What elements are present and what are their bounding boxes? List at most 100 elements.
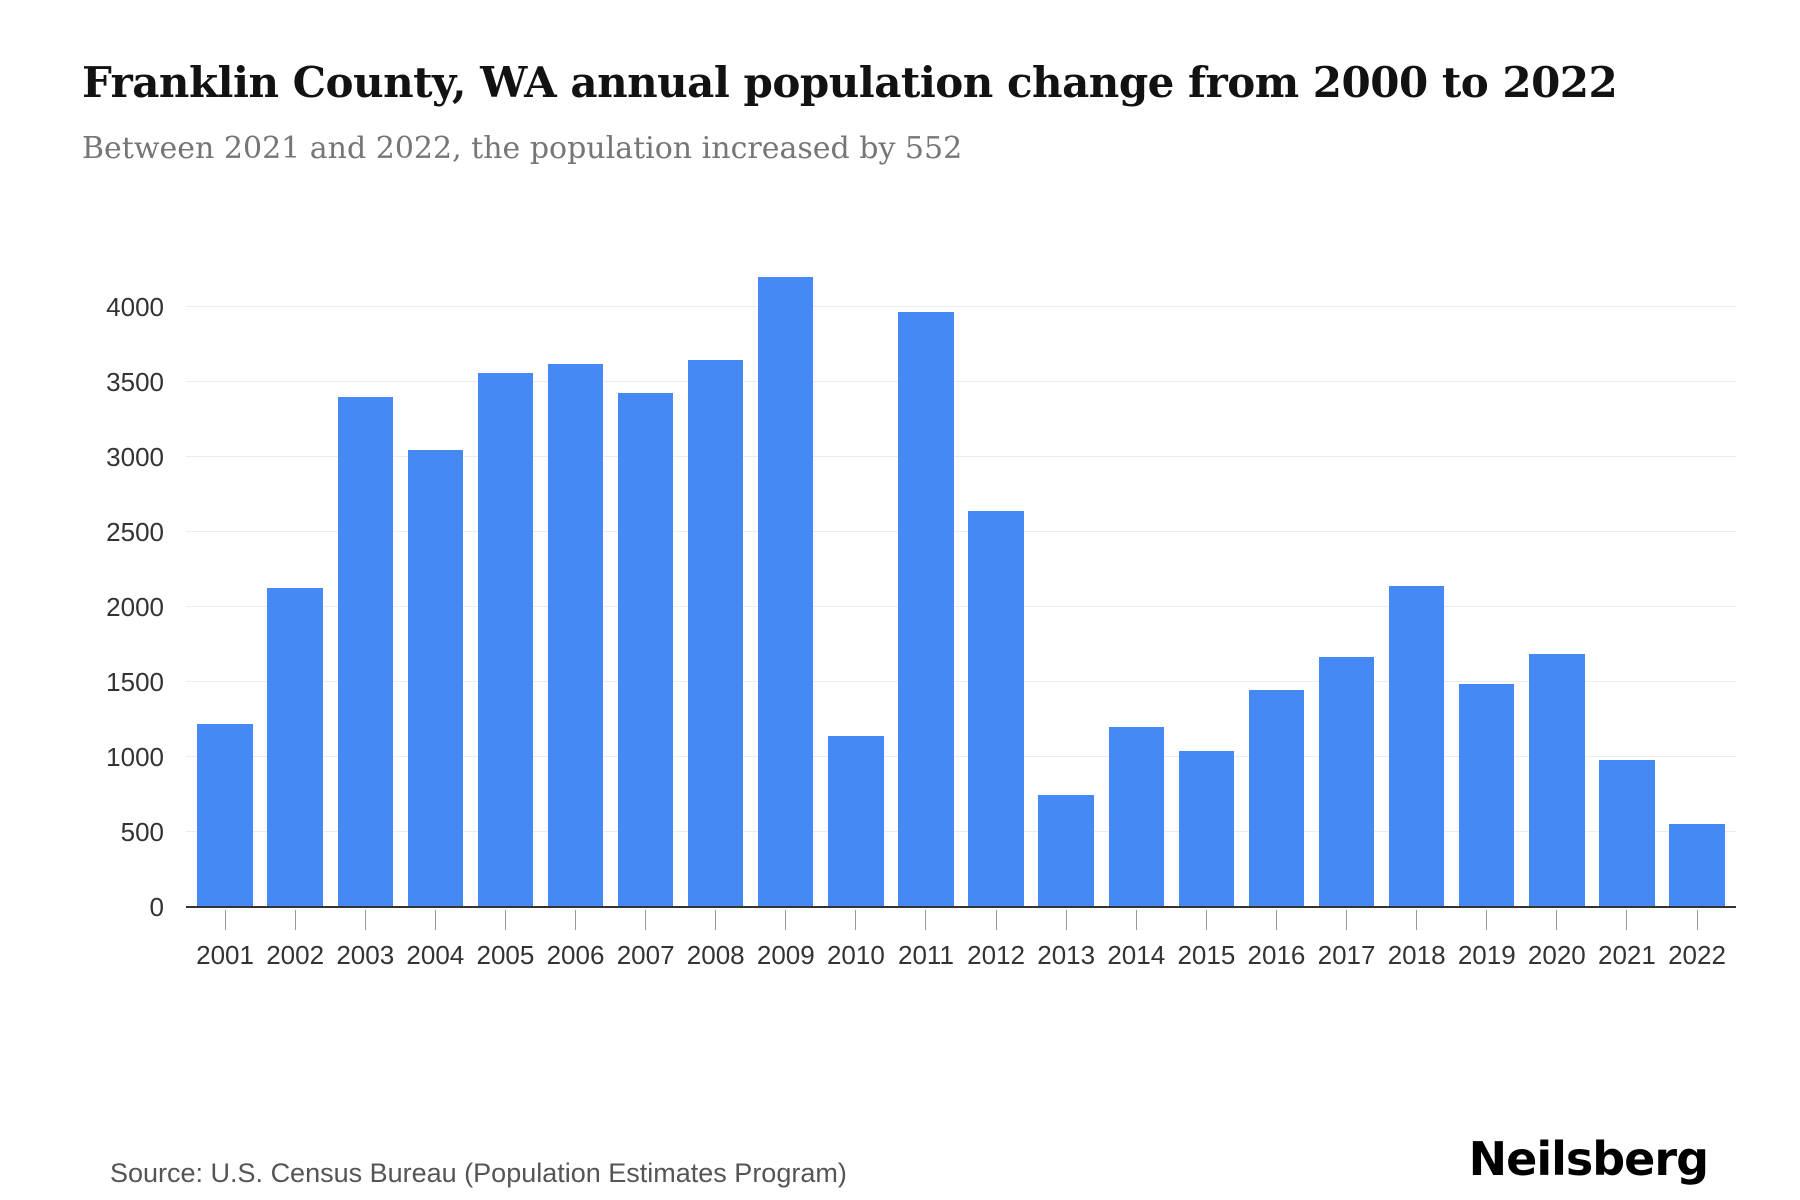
bar-2022 xyxy=(1669,824,1725,907)
x-axis-slot: 2019 xyxy=(1452,910,1522,971)
bar-2008 xyxy=(688,359,744,907)
x-axis-tick-label: 2012 xyxy=(967,940,1025,970)
bar-2013 xyxy=(1038,794,1094,907)
bar-2021 xyxy=(1599,760,1655,907)
gridline xyxy=(186,756,1736,757)
x-axis-tick-label: 2005 xyxy=(476,940,535,970)
gridline xyxy=(186,681,1736,682)
y-axis-tick-label: 1500 xyxy=(106,667,164,697)
chart-subtitle: Between 2021 and 2022, the population in… xyxy=(82,131,963,166)
bar-slot xyxy=(1592,262,1662,907)
x-axis: 2001 2002 2003 2004 2005 2006 2007 2008 2009 2010… xyxy=(186,910,1736,971)
x-axis-tick-label: 2015 xyxy=(1177,940,1236,970)
x-axis-tick xyxy=(1416,910,1418,930)
bar-slot xyxy=(330,262,400,907)
bar-slot xyxy=(400,262,470,907)
bar-2016 xyxy=(1248,689,1305,907)
x-axis-slot: 2022 xyxy=(1662,910,1732,971)
bar-2020 xyxy=(1529,653,1585,907)
bar-2015 xyxy=(1178,751,1235,907)
gridline xyxy=(186,606,1736,607)
x-axis-tick-label: 2020 xyxy=(1527,940,1586,970)
bar-slot xyxy=(821,262,891,907)
bar-2005 xyxy=(477,373,534,907)
bar-slot xyxy=(260,262,330,907)
y-axis-tick-label: 4000 xyxy=(106,292,164,322)
x-axis-tick xyxy=(715,910,717,930)
x-axis-slot: 2020 xyxy=(1522,910,1592,971)
bar-slot xyxy=(681,262,751,907)
bar-slot xyxy=(611,262,681,907)
x-axis-slot: 2011 xyxy=(891,910,961,971)
x-axis-slot: 2008 xyxy=(681,910,751,971)
x-axis-tick-label: 2011 xyxy=(898,940,954,970)
bar-slot xyxy=(540,262,610,907)
x-axis-tick xyxy=(1275,910,1277,930)
chart-title: Franklin County, WA annual population ch… xyxy=(82,58,1618,107)
x-axis-tick xyxy=(1346,910,1348,930)
x-axis-tick xyxy=(925,910,927,930)
x-axis-tick-label: 2022 xyxy=(1668,940,1726,970)
bar-2007 xyxy=(617,392,674,907)
x-axis-tick-label: 2004 xyxy=(406,940,465,970)
y-axis-tick-label: 0 xyxy=(149,892,164,922)
x-axis-tick xyxy=(224,910,226,930)
x-axis-tick-label: 2021 xyxy=(1598,940,1656,970)
x-axis-slot: 2018 xyxy=(1382,910,1452,971)
bar-slot xyxy=(190,262,260,907)
x-axis-tick xyxy=(1135,910,1137,930)
x-axis-tick xyxy=(1556,910,1558,930)
plot-area: 0 500 1000 1500 2000 2500 3000 3500 4000 xyxy=(106,262,1736,920)
source-note: Source: U.S. Census Bureau (Population E… xyxy=(110,1158,847,1188)
x-axis-slot: 2013 xyxy=(1031,910,1101,971)
x-axis-tick xyxy=(364,910,366,930)
y-axis-tick-label: 3000 xyxy=(106,442,164,472)
bar-2018 xyxy=(1388,586,1445,907)
x-axis-tick-label: 2016 xyxy=(1247,940,1306,970)
bar-slot xyxy=(470,262,540,907)
x-axis-slot: 2012 xyxy=(961,910,1031,971)
bar-slot xyxy=(1241,262,1311,907)
x-axis-tick-label: 2008 xyxy=(686,940,745,970)
bar-slot xyxy=(1031,262,1101,907)
bar-slot xyxy=(961,262,1031,907)
bar-slot xyxy=(1452,262,1522,907)
bar-slot xyxy=(1522,262,1592,907)
x-axis-slot: 2010 xyxy=(821,910,891,971)
bar-slot xyxy=(1101,262,1171,907)
bar-2004 xyxy=(407,449,463,907)
bars-layer xyxy=(186,262,1736,907)
x-axis-tick-label: 2010 xyxy=(826,940,885,970)
bar-slot xyxy=(1382,262,1452,907)
bar-2010 xyxy=(828,736,884,907)
y-axis-tick-label: 500 xyxy=(120,817,164,847)
x-axis-slot: 2001 xyxy=(190,910,260,971)
chart-header: Franklin County, WA annual population ch… xyxy=(82,58,1720,166)
x-axis-tick xyxy=(434,910,436,930)
x-axis-tick xyxy=(995,910,997,930)
x-axis-slot: 2006 xyxy=(540,910,610,971)
x-axis-slot: 2009 xyxy=(751,910,821,971)
x-axis-tick xyxy=(294,910,296,930)
x-axis-tick-label: 2013 xyxy=(1037,940,1096,970)
gridline xyxy=(186,306,1736,307)
bar-2002 xyxy=(267,587,323,907)
x-axis-tick-label: 2003 xyxy=(336,940,395,970)
x-axis-slot: 2002 xyxy=(260,910,330,971)
neilsberg-logo: Neilsberg xyxy=(1468,1132,1709,1186)
x-axis-slot: 2016 xyxy=(1241,910,1311,971)
bar-slot xyxy=(751,262,821,907)
bar-slot xyxy=(891,262,961,907)
x-axis-tick xyxy=(575,910,577,930)
x-axis-tick-label: 2017 xyxy=(1317,940,1376,970)
bar-2009 xyxy=(758,277,814,907)
gridline xyxy=(186,831,1736,832)
bar-2003 xyxy=(337,397,393,907)
x-axis-tick xyxy=(1696,910,1698,930)
bar-2006 xyxy=(547,364,604,907)
x-axis-tick-label: 2007 xyxy=(616,940,675,970)
bar-2001 xyxy=(197,724,253,907)
x-axis-tick-label: 2001 xyxy=(196,940,254,970)
bar-2014 xyxy=(1108,727,1164,907)
